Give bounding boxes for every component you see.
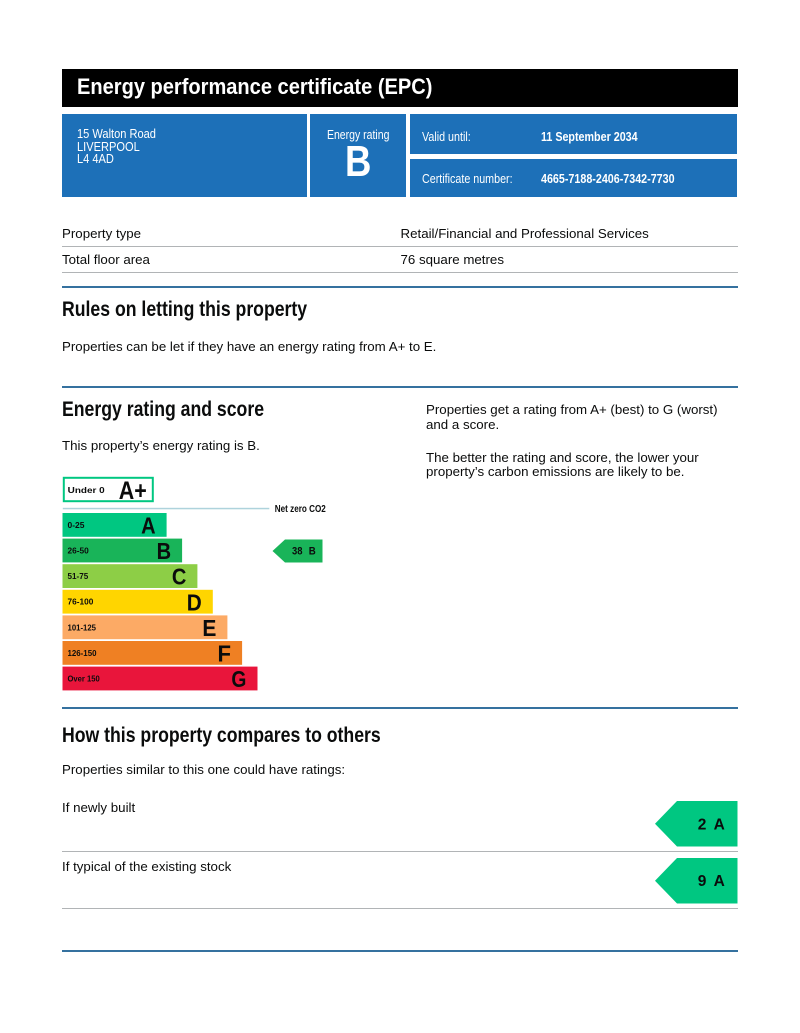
svg-text:E: E — [202, 615, 216, 641]
svg-text:F: F — [218, 641, 232, 667]
svg-text:76-100: 76-100 — [68, 597, 94, 607]
svg-text:0-25: 0-25 — [68, 520, 85, 530]
svg-text:A: A — [714, 873, 725, 890]
svg-text:38: 38 — [292, 546, 303, 558]
svg-text:26-50: 26-50 — [68, 546, 90, 556]
svg-text:Under 0: Under 0 — [68, 485, 105, 495]
svg-text:A: A — [141, 513, 156, 539]
svg-text:Over 150: Over 150 — [68, 674, 100, 684]
svg-text:2: 2 — [698, 817, 707, 834]
svg-text:9: 9 — [698, 873, 707, 890]
svg-text:B: B — [157, 538, 172, 564]
svg-text:A: A — [714, 817, 725, 834]
svg-text:Net zero CO2: Net zero CO2 — [275, 504, 326, 515]
svg-text:C: C — [172, 564, 187, 590]
svg-text:101-125: 101-125 — [68, 622, 97, 632]
svg-text:G: G — [231, 666, 246, 692]
svg-text:51-75: 51-75 — [68, 571, 89, 581]
svg-text:126-150: 126-150 — [68, 648, 97, 658]
svg-text:B: B — [309, 546, 316, 558]
svg-text:A+: A+ — [119, 477, 147, 505]
svg-text:D: D — [187, 589, 202, 615]
